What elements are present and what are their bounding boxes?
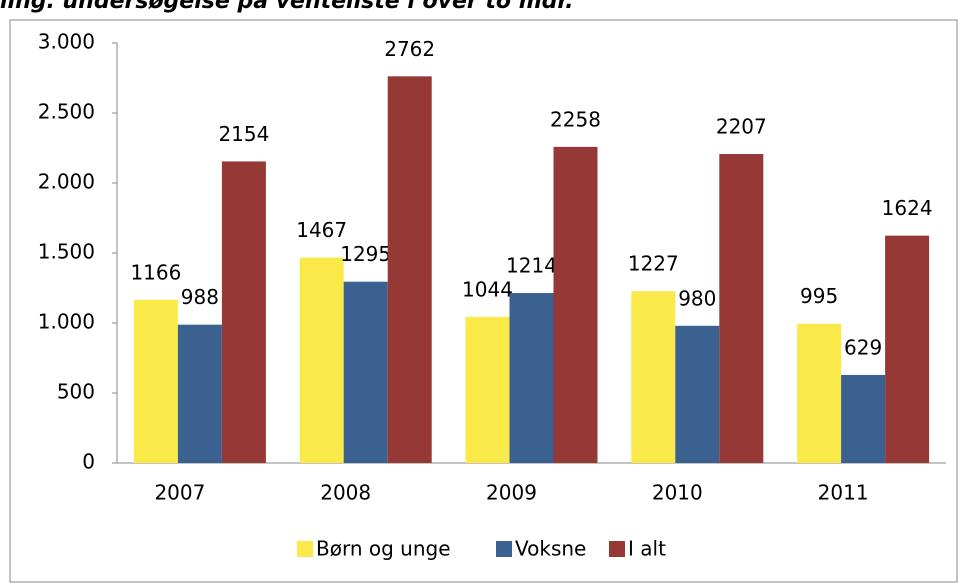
bar bbox=[221, 161, 266, 463]
bar bbox=[553, 146, 598, 463]
bar bbox=[343, 281, 388, 463]
data-label: 1295 bbox=[340, 242, 391, 266]
bar bbox=[465, 316, 510, 463]
legend-swatch bbox=[496, 541, 512, 557]
bar bbox=[885, 235, 930, 463]
bar bbox=[631, 291, 676, 463]
y-tick-label: 2.500 bbox=[38, 100, 95, 124]
data-label: 1166 bbox=[130, 260, 181, 284]
x-tick-label: 2008 bbox=[320, 481, 371, 505]
legend-label: Børn og unge bbox=[316, 537, 451, 561]
bar bbox=[509, 293, 554, 463]
data-label: 2154 bbox=[218, 122, 269, 146]
x-tick-label: 2010 bbox=[652, 481, 703, 505]
bar bbox=[719, 154, 764, 463]
bar bbox=[133, 299, 178, 463]
bar bbox=[387, 76, 432, 463]
x-tick-label: 2007 bbox=[154, 481, 205, 505]
data-label: 988 bbox=[181, 285, 219, 309]
bar bbox=[797, 323, 842, 463]
data-label: 2762 bbox=[384, 37, 435, 61]
chart-title: ling. undersøgelse på venteliste i over … bbox=[0, 0, 573, 14]
data-label: 1044 bbox=[462, 277, 513, 301]
y-tick-label: 3.000 bbox=[38, 30, 95, 54]
y-tick-label: 1.000 bbox=[38, 310, 95, 334]
data-label: 980 bbox=[678, 286, 716, 310]
bar bbox=[299, 257, 344, 463]
bar bbox=[841, 374, 886, 463]
data-label: 1214 bbox=[506, 254, 557, 278]
bar bbox=[675, 325, 720, 463]
legend-swatch bbox=[609, 541, 625, 557]
legend-label: I alt bbox=[628, 537, 666, 561]
x-tick-label: 2009 bbox=[486, 481, 537, 505]
data-label: 2207 bbox=[716, 115, 767, 139]
bar bbox=[177, 324, 222, 463]
data-label: 1624 bbox=[882, 196, 933, 220]
data-label: 629 bbox=[844, 335, 882, 359]
data-label: 995 bbox=[800, 284, 838, 308]
data-label: 2258 bbox=[550, 107, 601, 131]
y-tick-label: 500 bbox=[57, 380, 95, 404]
legend-label: Voksne bbox=[515, 537, 586, 561]
y-tick-label: 0 bbox=[82, 450, 95, 474]
y-tick-label: 2.000 bbox=[38, 170, 95, 194]
legend-swatch bbox=[297, 541, 313, 557]
y-tick-label: 1.500 bbox=[38, 240, 95, 264]
x-tick-label: 2011 bbox=[818, 481, 869, 505]
data-label: 1227 bbox=[628, 252, 679, 276]
data-label: 1467 bbox=[296, 218, 347, 242]
